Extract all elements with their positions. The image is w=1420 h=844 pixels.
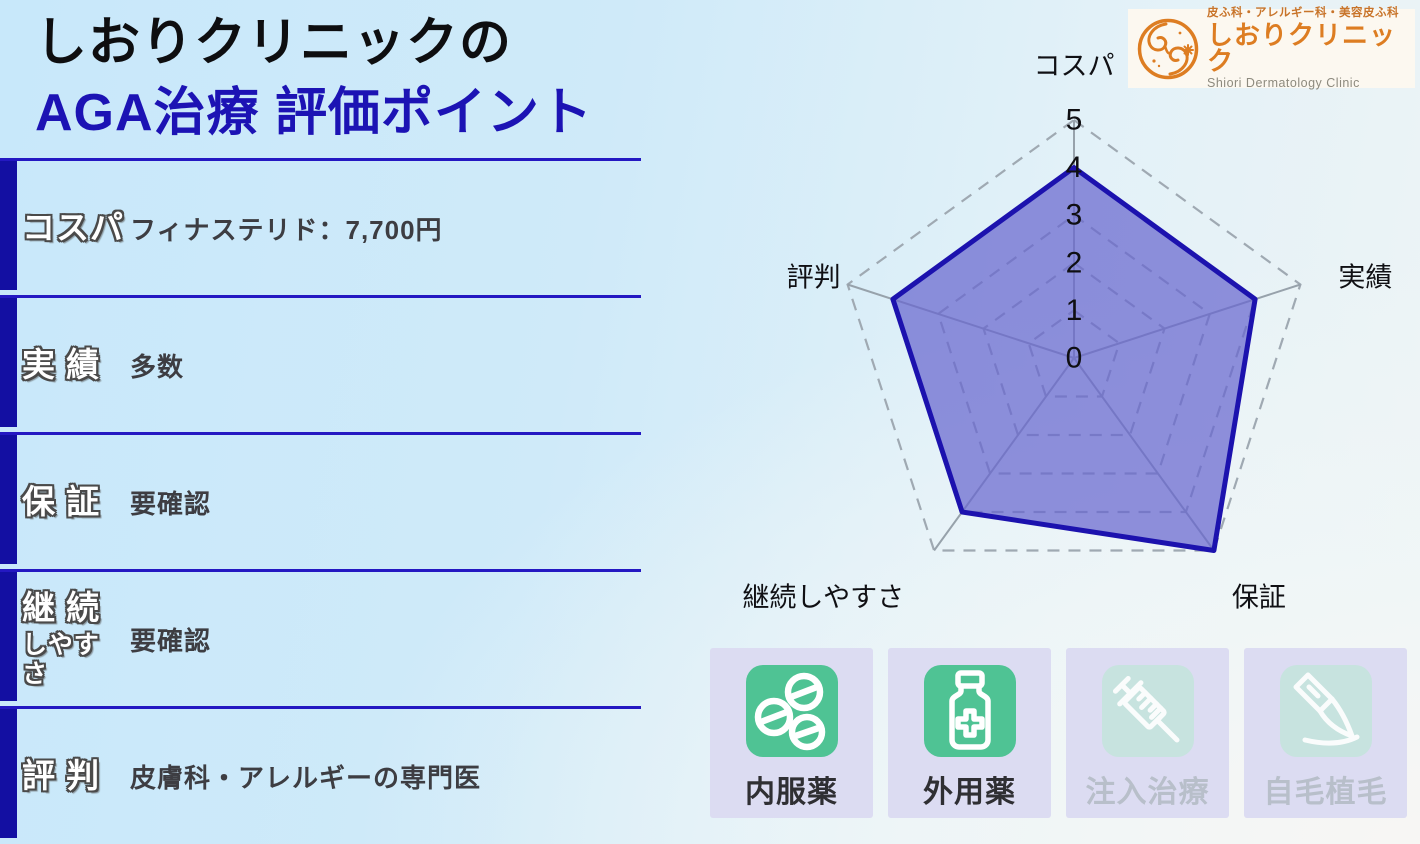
radar-chart-area: 0 1 2 3 4 5 コスパ実績保証 継続しやすさ 評判 — [690, 30, 1420, 645]
eval-row-value: フィナステリド：7,700円 — [130, 214, 443, 245]
logo-tagline: 皮ふ科・アレルギー科・美容皮ふ科 — [1207, 6, 1399, 19]
radar-tick-label: 4 — [1066, 151, 1083, 184]
logo-subtitle: Shiori Dermatology Clinic — [1207, 76, 1360, 90]
eval-row-label-main: コスパ — [22, 209, 124, 247]
radar-tick-label: 3 — [1066, 199, 1083, 232]
medicine-bottle-icon — [923, 665, 1016, 757]
treatment-card: 自毛植毛 — [1244, 648, 1407, 818]
eval-row-value: 要確認 — [130, 488, 212, 519]
pills-icon — [745, 665, 838, 757]
eval-row-label: 実 績 — [22, 346, 124, 384]
radar-tick-label: 2 — [1066, 246, 1083, 279]
radar-tick-label: 5 — [1066, 104, 1083, 137]
s-swirl-icon — [1137, 18, 1199, 79]
eval-row-label: 継 続しやすさ — [22, 589, 124, 688]
page-title: しおりクリニックの AGA治療 評価ポイント — [35, 8, 593, 148]
radar-axis-label-3: 継続しやすさ — [742, 583, 904, 613]
clinic-logo: 皮ふ科・アレルギー科・美容皮ふ科 しおりクリニック Shiori Dermato… — [1128, 6, 1415, 90]
radar-axis-label-0: コスパ — [1034, 51, 1115, 81]
radar-axis-label-2: 保証 — [1232, 583, 1286, 613]
eval-row-value: 要確認 — [130, 625, 212, 656]
radar-tick-label: 0 — [1066, 342, 1083, 375]
eval-row-value: 多数 — [130, 351, 185, 382]
radar-axis-label-4: 評判 — [787, 263, 841, 293]
eval-row-label: 評 判 — [22, 757, 124, 795]
logo-name: しおりクリニック — [1207, 20, 1397, 76]
syringe-icon — [1101, 665, 1194, 757]
radar-axis-label-1: 実績 — [1338, 263, 1392, 293]
clinic-logo-text: 皮ふ科・アレルギー科・美容皮ふ科 しおりクリニック Shiori Dermato… — [1207, 6, 1415, 90]
eval-row-label-sub: しやすさ — [22, 631, 100, 688]
eval-row-label-main: 評 判 — [22, 757, 101, 795]
scalpel-icon — [1279, 665, 1372, 757]
eval-row-label: コスパ — [22, 209, 124, 247]
eval-row-label: 保 証 — [22, 483, 124, 521]
radar-data-polygon — [890, 165, 1258, 553]
treatment-label: 内服薬 — [745, 776, 838, 809]
eval-row-hyouban: 評 判皮膚科・アレルギーの専門医 — [0, 706, 641, 843]
eval-row-label-main: 継 続 — [22, 589, 101, 627]
page-title-line1: しおりクリニックの — [35, 14, 513, 72]
radar-grid-ring — [846, 118, 1302, 552]
treatment-label: 自毛植毛 — [1263, 776, 1388, 809]
treatment-card: 外用薬 — [888, 648, 1051, 818]
radar-tick-label: 1 — [1066, 294, 1083, 327]
eval-row-label-main: 保 証 — [22, 483, 101, 521]
treatment-label: 注入治療 — [1085, 776, 1210, 809]
eval-row-cospa: コスパ フィナステリド：7,700円 — [0, 158, 641, 295]
treatment-label: 外用薬 — [923, 776, 1016, 809]
eval-row-value: 皮膚科・アレルギーの専門医 — [130, 762, 482, 793]
eval-row-keizoku: 継 続しやすさ 要確認 — [0, 569, 641, 706]
eval-row-jisseki: 実 績多数 — [0, 295, 641, 432]
evaluation-list: コスパ フィナステリド：7,700円実 績多数保 証要確認継 続しやすさ 要確認評 … — [0, 158, 641, 843]
treatment-types: 内服薬 外用薬 注入治療 自毛植毛 — [710, 648, 1407, 818]
page-title-line2: AGA治療 評価ポイント — [35, 84, 594, 142]
eval-row-hoshou: 保 証要確認 — [0, 432, 641, 569]
eval-row-label-main: 実 績 — [22, 346, 101, 384]
treatment-card: 内服薬 — [710, 648, 873, 818]
treatment-card: 注入治療 — [1066, 648, 1229, 818]
